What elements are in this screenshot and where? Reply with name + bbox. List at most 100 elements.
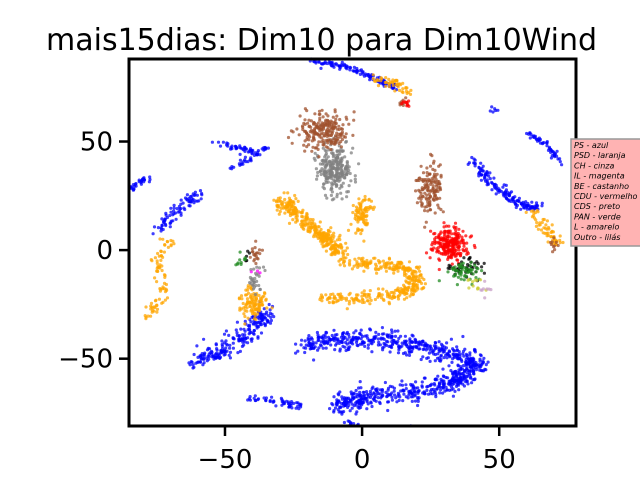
point xyxy=(400,379,404,383)
point xyxy=(169,244,173,248)
point xyxy=(438,232,442,236)
point xyxy=(371,385,375,389)
point xyxy=(422,286,426,290)
point xyxy=(338,263,342,267)
point xyxy=(292,401,296,405)
point xyxy=(316,170,320,175)
point xyxy=(433,340,437,345)
point xyxy=(312,346,316,350)
point xyxy=(328,138,332,142)
point xyxy=(421,179,425,183)
point xyxy=(451,352,455,356)
point xyxy=(549,148,553,152)
point xyxy=(474,363,478,367)
point xyxy=(266,320,270,324)
point xyxy=(558,234,562,238)
point xyxy=(494,192,498,196)
point xyxy=(552,236,556,240)
point xyxy=(162,250,166,254)
point xyxy=(459,378,463,383)
point xyxy=(248,147,253,151)
point xyxy=(428,172,432,176)
point xyxy=(243,146,247,150)
point xyxy=(399,260,403,264)
point xyxy=(325,196,329,200)
point xyxy=(420,343,424,347)
point xyxy=(359,398,363,402)
point xyxy=(408,92,413,96)
point xyxy=(410,399,414,403)
point xyxy=(397,344,401,348)
point xyxy=(188,363,192,367)
point xyxy=(155,310,159,314)
point xyxy=(343,155,347,159)
point xyxy=(545,219,550,223)
point xyxy=(354,293,359,297)
point xyxy=(228,343,232,347)
point xyxy=(251,283,255,287)
point xyxy=(447,248,451,252)
point xyxy=(470,155,474,160)
series-1-points xyxy=(143,73,565,326)
point xyxy=(531,214,536,218)
point xyxy=(462,242,466,246)
point xyxy=(189,360,193,364)
point xyxy=(426,209,430,213)
point xyxy=(368,296,372,300)
point xyxy=(540,204,544,208)
point xyxy=(416,267,420,271)
point xyxy=(253,292,257,297)
point xyxy=(341,338,345,342)
point xyxy=(448,381,453,385)
point xyxy=(354,231,358,235)
point xyxy=(300,219,304,223)
point xyxy=(427,351,431,355)
point xyxy=(456,383,461,387)
point xyxy=(404,291,408,295)
point xyxy=(308,124,312,128)
point xyxy=(435,356,440,360)
point xyxy=(379,337,383,341)
point xyxy=(387,256,391,260)
point xyxy=(470,381,474,385)
point xyxy=(482,175,487,180)
point xyxy=(258,252,262,256)
point xyxy=(431,184,435,188)
point xyxy=(258,287,262,291)
point xyxy=(437,257,441,261)
point xyxy=(347,347,351,351)
point xyxy=(254,317,258,321)
point xyxy=(175,207,179,211)
point xyxy=(366,346,370,350)
point xyxy=(316,121,320,125)
point xyxy=(352,264,356,268)
point xyxy=(324,152,328,156)
point xyxy=(332,142,336,146)
point xyxy=(325,244,329,248)
point xyxy=(329,160,334,164)
point xyxy=(153,256,157,260)
point xyxy=(380,388,384,392)
point xyxy=(290,406,294,410)
point xyxy=(405,104,409,108)
point xyxy=(338,349,342,353)
point xyxy=(245,309,249,313)
point xyxy=(372,205,376,209)
point xyxy=(254,261,258,266)
point xyxy=(456,240,460,244)
point xyxy=(364,265,368,269)
point xyxy=(383,380,387,385)
point xyxy=(157,297,161,301)
point xyxy=(482,271,486,275)
point xyxy=(427,197,431,201)
point xyxy=(191,366,195,370)
point xyxy=(541,231,545,235)
point xyxy=(338,135,342,139)
point xyxy=(386,392,390,396)
point xyxy=(455,356,460,361)
point xyxy=(238,146,242,150)
point xyxy=(414,270,418,274)
point xyxy=(494,186,498,191)
point xyxy=(321,131,325,135)
point xyxy=(312,224,317,228)
